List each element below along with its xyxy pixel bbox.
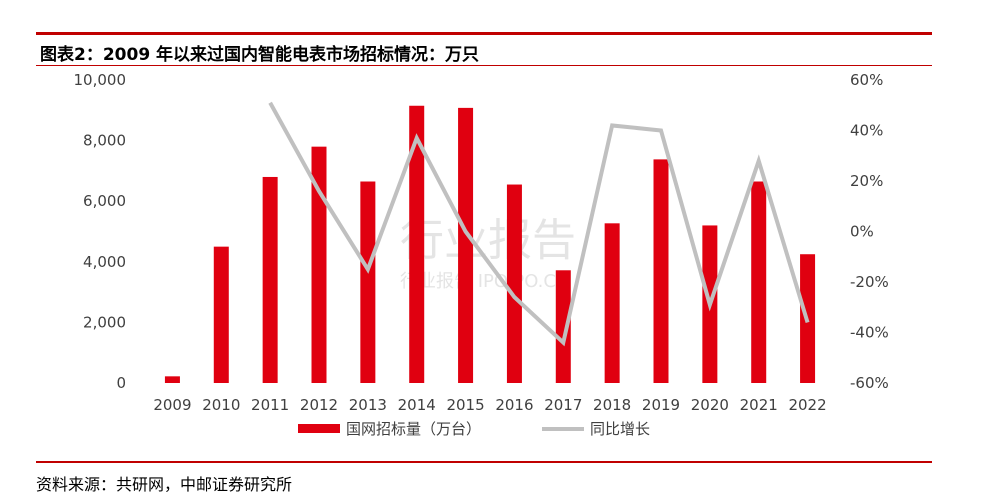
right-tick-label: 40% bbox=[850, 122, 883, 140]
bar bbox=[311, 146, 327, 383]
legend-bar-label: 国网招标量（万台） bbox=[346, 420, 481, 438]
left-tick-label: 4,000 bbox=[83, 253, 126, 271]
right-tick-label: 60% bbox=[850, 71, 883, 89]
x-tick-label: 2013 bbox=[349, 396, 387, 414]
left-tick-label: 6,000 bbox=[83, 192, 126, 210]
legend: 国网招标量（万台） 同比增长 bbox=[298, 420, 650, 438]
left-tick-label: 0 bbox=[116, 374, 126, 392]
legend-bar-swatch bbox=[298, 424, 340, 433]
bar bbox=[555, 270, 571, 383]
bar bbox=[653, 159, 669, 383]
x-tick-label: 2015 bbox=[446, 396, 484, 414]
growth-line bbox=[268, 101, 810, 347]
x-tick-label: 2012 bbox=[300, 396, 338, 414]
x-tick-label: 2009 bbox=[153, 396, 191, 414]
right-tick-label: 0% bbox=[850, 223, 874, 241]
watermark-sub: 行业报告 IPOIPO.CN bbox=[400, 271, 569, 292]
x-tick-label: 2014 bbox=[398, 396, 436, 414]
left-axis: 0 2,000 4,000 6,000 8,000 10,000 bbox=[74, 71, 127, 392]
bar bbox=[458, 107, 474, 383]
watermark-main: 行业报告 bbox=[400, 215, 576, 266]
right-tick-label: 20% bbox=[850, 172, 883, 190]
bar bbox=[409, 105, 425, 383]
bar bbox=[262, 176, 278, 383]
x-tick-label: 2011 bbox=[251, 396, 289, 414]
bar bbox=[164, 376, 180, 383]
x-tick-label: 2021 bbox=[740, 396, 778, 414]
legend-line-label: 同比增长 bbox=[590, 420, 650, 438]
x-tick-label: 2018 bbox=[593, 396, 631, 414]
source-note: 资料来源：共研网，中邮证券研究所 bbox=[36, 475, 293, 494]
bar-series bbox=[164, 105, 816, 383]
left-tick-label: 8,000 bbox=[83, 132, 126, 150]
left-tick-label: 10,000 bbox=[74, 71, 127, 89]
right-tick-label: -60% bbox=[850, 374, 889, 392]
chart-title: 图表2：2009 年以来过国内智能电表市场招标情况：万只 bbox=[40, 45, 480, 65]
bar bbox=[751, 181, 767, 383]
x-axis: 2009 2010 2011 2012 2013 2014 2015 2016 2017 2018… bbox=[153, 396, 826, 414]
bar bbox=[604, 223, 620, 383]
x-tick-label: 2017 bbox=[544, 396, 582, 414]
bar bbox=[360, 181, 376, 383]
x-tick-label: 2019 bbox=[642, 396, 680, 414]
x-tick-label: 2016 bbox=[495, 396, 533, 414]
x-tick-label: 2010 bbox=[202, 396, 240, 414]
right-tick-label: -40% bbox=[850, 324, 889, 342]
x-tick-label: 2020 bbox=[691, 396, 729, 414]
bar bbox=[213, 246, 229, 383]
x-tick-label: 2022 bbox=[788, 396, 826, 414]
left-tick-label: 2,000 bbox=[83, 313, 126, 331]
title-bar: 图表2：2009 年以来过国内智能电表市场招标情况：万只 bbox=[36, 32, 932, 66]
watermark: 行业报告 行业报告 IPOIPO.CN bbox=[400, 215, 576, 292]
source-bar: 资料来源：共研网，中邮证券研究所 bbox=[36, 461, 932, 497]
right-tick-label: -20% bbox=[850, 273, 889, 291]
bar bbox=[506, 184, 522, 383]
right-axis: -60% -40% -20% 0% 20% 40% 60% bbox=[850, 71, 889, 392]
